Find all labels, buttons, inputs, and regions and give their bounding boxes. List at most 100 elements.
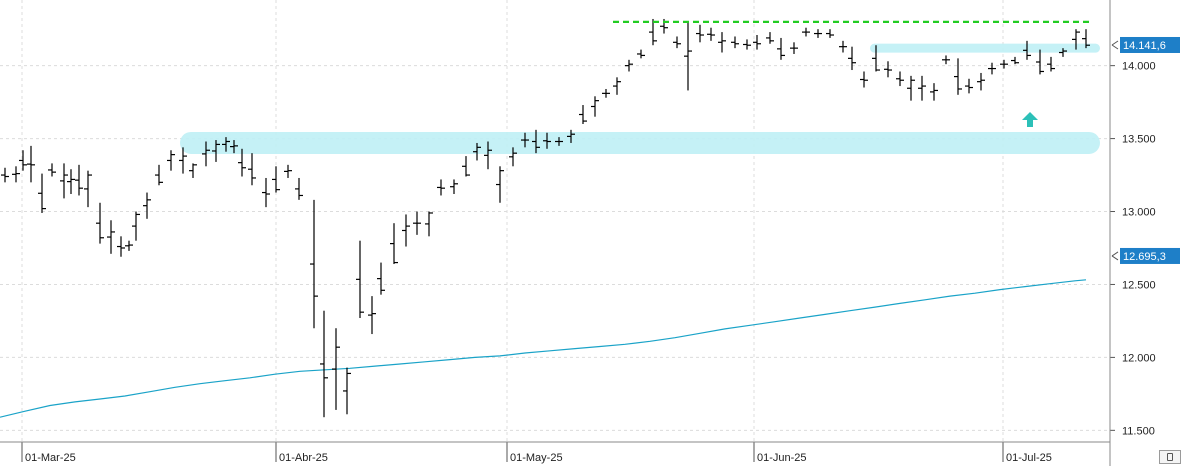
ohlc-bar — [107, 220, 115, 254]
ohlc-bar — [343, 367, 351, 415]
ohlc-bar — [96, 202, 104, 244]
ohlc-bar — [718, 32, 726, 53]
ohlc-bar — [649, 18, 657, 46]
ohlc-bar — [310, 199, 318, 329]
moving-average-line — [0, 279, 1087, 418]
ohlc-bar — [425, 211, 433, 237]
ohlc-bar — [117, 236, 125, 257]
ohlc-bar — [848, 46, 856, 71]
ohlc-bar — [38, 173, 46, 213]
chart-scroll-button[interactable] — [1159, 450, 1181, 464]
ohlc-bar — [766, 32, 774, 44]
ohlc-bar — [942, 55, 950, 65]
ohlc-bar — [743, 39, 751, 50]
ohlc-bar — [27, 145, 35, 183]
ohlc-bar — [790, 42, 798, 54]
support-zones — [180, 43, 1100, 154]
ohlc-bar — [402, 214, 410, 247]
ohlc-bar — [284, 164, 292, 178]
ohlc-bar — [143, 192, 151, 219]
y-tick-label: 12.000 — [1122, 352, 1156, 364]
ohlc-bar — [860, 71, 868, 88]
ohlc-bar — [19, 150, 27, 171]
scroll-icon — [1167, 453, 1173, 461]
ohlc-bar — [450, 179, 458, 195]
ohlc-bar — [532, 129, 540, 154]
ohlc-bar — [230, 140, 238, 154]
price-tag-label: 14.141,6 — [1123, 40, 1166, 52]
ohlc-bar — [977, 72, 985, 91]
ohlc-bar — [248, 153, 256, 186]
ohlc-bar — [167, 150, 175, 171]
ohlc-bar — [625, 59, 633, 72]
ohlc-bar — [1011, 56, 1019, 65]
ohlc-bar — [954, 58, 962, 95]
ohlc-bar — [1072, 29, 1080, 50]
price-tag-box — [1120, 247, 1180, 264]
x-tick-label: 01-May-25 — [510, 452, 563, 464]
ohlc-bar — [473, 142, 481, 161]
ohlc-bar — [48, 163, 56, 177]
ohlc-bar — [179, 147, 187, 174]
ohlc-bar — [555, 137, 563, 146]
ohlc-bar — [75, 164, 83, 196]
price-tag-box — [1120, 36, 1180, 53]
ohlc-bar — [802, 27, 810, 37]
ohlc-bar — [826, 29, 834, 38]
ohlc-bar — [753, 35, 761, 50]
ohlc-bar — [484, 141, 492, 170]
ohlc-bar — [930, 83, 938, 101]
ohlc-bar — [543, 132, 551, 149]
ohlc-bar — [988, 62, 996, 75]
ohlc-bar — [132, 211, 140, 241]
ohlc-bar — [696, 24, 704, 43]
ohlc-bar — [1047, 56, 1055, 72]
ohlc-bar — [965, 78, 973, 94]
ohlc-bar — [202, 141, 210, 167]
ohlc-bar — [731, 36, 739, 49]
ohlc-bar — [521, 132, 529, 148]
ohlc-bar — [125, 240, 133, 251]
ohlc-bar — [67, 169, 75, 195]
moving-average-series — [0, 279, 1087, 418]
ohlc-bar — [591, 96, 599, 117]
ohlc-bar — [212, 140, 220, 162]
support-zone-band — [180, 131, 1100, 154]
x-tick-label: 01-Jun-25 — [757, 452, 807, 464]
ohlc-bar — [496, 166, 504, 203]
ohlc-bar — [437, 179, 445, 196]
ohlc-bar — [579, 105, 587, 124]
ohlc-bar — [189, 163, 197, 178]
annotations — [613, 20, 1090, 127]
ohlc-bar — [272, 166, 280, 193]
ohlc-bar — [262, 177, 270, 208]
ohlc-bar — [707, 27, 715, 41]
ohlc-bar — [12, 166, 20, 183]
ohlc-bar — [918, 75, 926, 101]
ohlc-bar — [1082, 29, 1090, 49]
up-arrow-icon — [1022, 112, 1038, 127]
ohlc-bar — [839, 40, 847, 53]
ohlc-bar — [602, 88, 610, 98]
ohlc-bar — [320, 310, 328, 418]
last-price-tag: 14.141,6 — [1111, 36, 1180, 53]
ohlc-bar — [295, 177, 303, 200]
ohlc-bar — [567, 129, 575, 143]
ohlc-bar — [673, 36, 681, 49]
ohlc-bar — [390, 223, 398, 265]
moving-average-tag: 12.695,3 — [1111, 247, 1180, 264]
ohlc-bar — [509, 147, 517, 167]
x-tick-label: 01-Jul-25 — [1006, 452, 1052, 464]
ohlc-bar — [814, 29, 822, 38]
ohlc-bar — [613, 77, 621, 95]
ohlc-bar — [1036, 49, 1044, 75]
ohlc-bar — [1023, 40, 1031, 60]
ohlc-bar — [356, 240, 364, 319]
price-tag-pointer — [1111, 40, 1119, 50]
price-tag-label: 12.695,3 — [1123, 251, 1166, 263]
y-tick-label: 11.500 — [1122, 425, 1155, 437]
y-tick-label: 13.500 — [1122, 134, 1156, 146]
ohlc-bar — [413, 211, 421, 235]
